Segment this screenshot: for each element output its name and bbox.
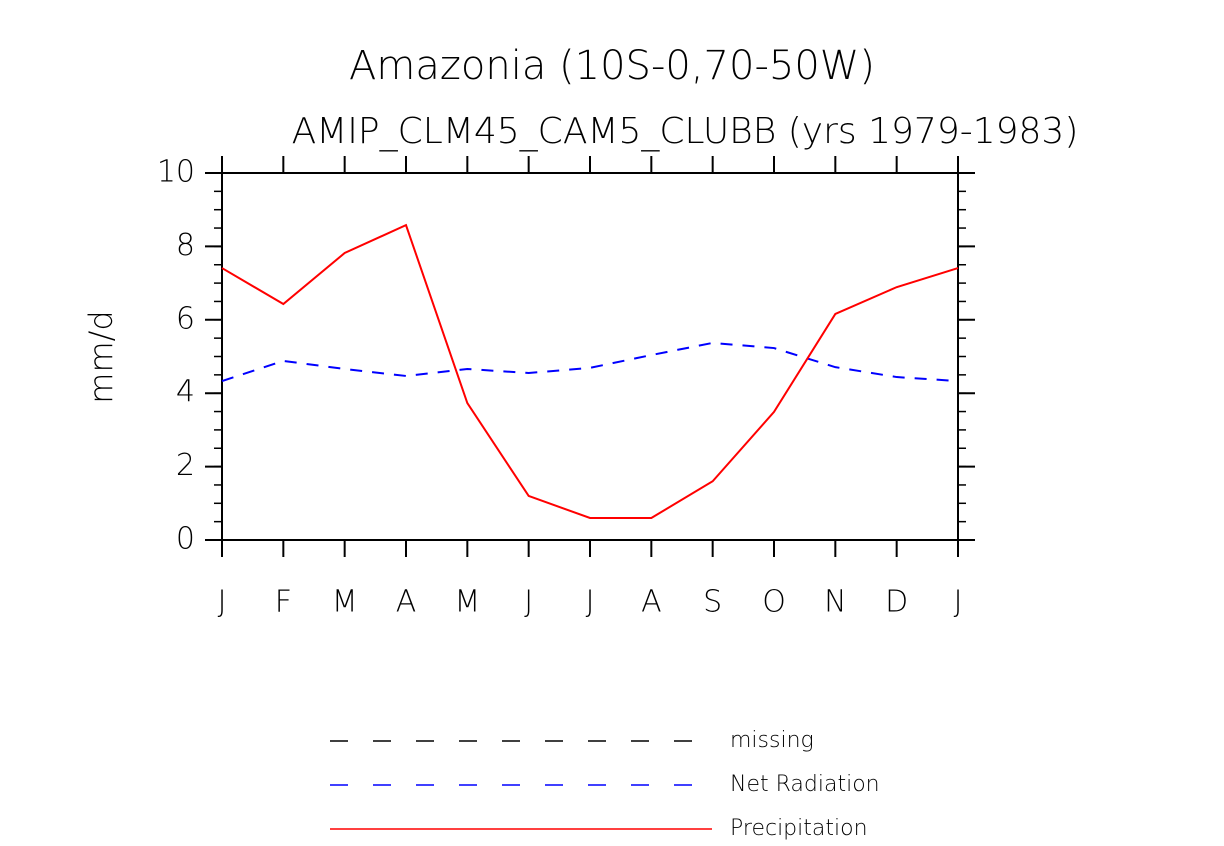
- y-tick-label: 8: [176, 228, 195, 263]
- y-tick-label: 10: [157, 155, 195, 190]
- x-tick-label: O: [762, 585, 786, 620]
- plot-frame: [221, 172, 959, 541]
- x-tick-label: J: [586, 585, 595, 620]
- data-line: [221, 341, 959, 383]
- legend-label: Net Radiation: [730, 772, 880, 797]
- x-tick-label: J: [218, 585, 227, 620]
- legend-label: missing: [730, 728, 814, 753]
- x-tick-label: N: [824, 585, 846, 620]
- chart-subtitle: AMIP_CLM45_CAM5_CLUBB (yrs 1979-1983): [292, 111, 1079, 152]
- x-tick-label: J: [954, 585, 963, 620]
- y-axis-label: mm/d: [82, 310, 120, 403]
- x-tick-label: J: [524, 585, 533, 620]
- x-tick-label: M: [454, 585, 480, 620]
- y-tick-label: 2: [176, 448, 195, 483]
- y-tick-label: 4: [176, 375, 195, 410]
- legend-label: Precipitation: [730, 816, 868, 841]
- x-tick-label: D: [885, 585, 908, 620]
- x-tick-label: F: [275, 585, 292, 620]
- x-tick-label: S: [703, 585, 722, 620]
- data-line: [221, 223, 959, 519]
- x-tick-label: A: [396, 585, 417, 620]
- chart-title: Amazonia (10S-0,70-50W): [349, 43, 875, 89]
- y-tick-label: 6: [176, 301, 195, 336]
- x-tick-label: A: [641, 585, 662, 620]
- y-tick-label: 0: [176, 522, 195, 557]
- x-tick-label: M: [332, 585, 358, 620]
